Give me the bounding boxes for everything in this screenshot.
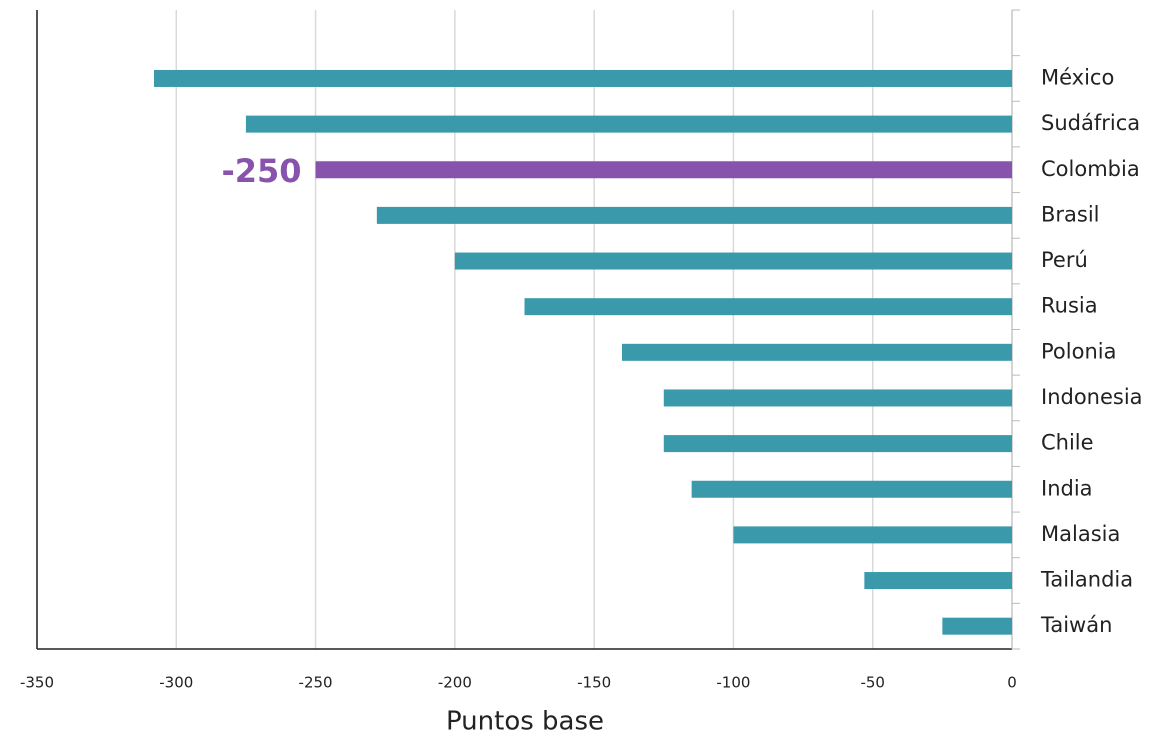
y-tick-label: Malasia xyxy=(1041,522,1120,546)
bar xyxy=(245,115,1012,133)
x-tick-label: -150 xyxy=(577,674,611,692)
bar xyxy=(864,572,1012,590)
y-tick-label: Brasil xyxy=(1041,202,1100,226)
x-tick-label: -300 xyxy=(159,674,193,692)
y-tick-label: México xyxy=(1041,65,1114,89)
y-tick-label: Sudáfrica xyxy=(1041,111,1140,135)
y-tick-label: Tailandia xyxy=(1040,568,1133,592)
y-tick-label: Colombia xyxy=(1041,157,1140,181)
bar xyxy=(622,343,1012,361)
y-tick-label: Perú xyxy=(1041,248,1088,272)
x-tick-label: -100 xyxy=(716,674,750,692)
y-tick-label: Chile xyxy=(1041,431,1094,455)
bar xyxy=(454,252,1012,270)
bar xyxy=(315,161,1013,179)
bar xyxy=(376,206,1012,224)
bar xyxy=(942,617,1012,635)
x-axis-title: Puntos base xyxy=(446,707,604,737)
bar xyxy=(524,298,1012,316)
bar xyxy=(663,389,1012,407)
y-tick-label: Rusia xyxy=(1041,294,1098,318)
x-tick-label: -250 xyxy=(299,674,333,692)
bar xyxy=(691,480,1012,498)
y-tick-label: Taiwán xyxy=(1040,613,1112,637)
y-tick-label: India xyxy=(1041,476,1093,500)
bar xyxy=(733,526,1012,544)
y-tick-label: Indonesia xyxy=(1041,385,1143,409)
x-tick-label: -50 xyxy=(860,674,885,692)
x-tick-label: 0 xyxy=(1007,674,1017,692)
bar xyxy=(663,435,1012,453)
data-label: -250 xyxy=(221,152,301,190)
y-tick-label: Polonia xyxy=(1041,339,1116,363)
bar xyxy=(154,69,1012,87)
x-tick-label: -350 xyxy=(20,674,54,692)
x-tick-label: -200 xyxy=(438,674,472,692)
